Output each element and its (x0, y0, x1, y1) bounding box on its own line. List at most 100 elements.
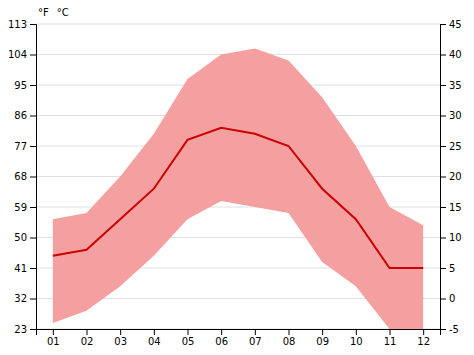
tick-label: 77 (14, 141, 27, 152)
tick-label: 50 (14, 232, 27, 243)
chart: 0102030405060708091011122332415059687786… (0, 0, 474, 355)
tick-label: 23 (14, 324, 27, 335)
tick-label: 0 (449, 293, 455, 304)
tick: 77 (14, 141, 36, 152)
tick: 23 (14, 324, 36, 335)
tick-label: 59 (14, 202, 27, 213)
tick-label: 32 (14, 293, 27, 304)
y2-axis: -5 0 5 10 15 20 25 30 35 40 45 (440, 19, 462, 335)
tick: 104 (8, 49, 36, 60)
axis-line (37, 330, 441, 336)
tick-label: 11 (384, 336, 397, 347)
tick: 07 (249, 329, 262, 347)
tick-mark (440, 268, 446, 269)
tick-mark (30, 238, 36, 239)
tick-mark (30, 85, 36, 86)
tick: 95 (14, 80, 36, 91)
average-line (53, 128, 423, 268)
tick: 09 (316, 329, 329, 347)
tick: 02 (81, 329, 94, 347)
tick-mark (53, 329, 54, 335)
tick-label: 40 (449, 49, 462, 60)
tick: 35 (440, 80, 462, 91)
tick-mark (30, 177, 36, 178)
tick-mark (188, 329, 189, 335)
y-axis: 233241505968778695104113 (8, 19, 37, 335)
tick-mark (30, 268, 36, 269)
tick-label: 12 (417, 336, 430, 347)
tick-mark (30, 299, 36, 300)
tick-mark (356, 329, 357, 335)
tick-mark (30, 24, 36, 25)
tick: 32 (14, 293, 36, 304)
tick-mark (440, 55, 446, 56)
tick-label: 68 (14, 171, 27, 182)
unit-label: °F (38, 7, 49, 18)
tick-label: 113 (8, 19, 27, 30)
tick-mark (30, 329, 36, 330)
tick-mark (221, 329, 222, 335)
tick-mark (440, 24, 446, 25)
range-band (53, 48, 423, 329)
tick: 50 (14, 232, 36, 243)
tick-mark (423, 329, 424, 335)
tick-label: 02 (81, 336, 94, 347)
tick-mark (440, 329, 446, 330)
tick: 113 (8, 19, 36, 30)
tick: 05 (182, 329, 195, 347)
tick-mark (255, 329, 256, 335)
tick-label: 03 (114, 336, 127, 347)
tick-label: 5 (449, 263, 455, 274)
tick-label: 01 (47, 336, 60, 347)
tick-label: 45 (449, 19, 462, 30)
tick-label: 104 (8, 49, 27, 60)
tick-label: 08 (283, 336, 296, 347)
tick-mark (440, 207, 446, 208)
tick-label: -5 (449, 324, 459, 335)
tick-mark (440, 116, 446, 117)
tick-mark (440, 177, 446, 178)
tick: -5 (440, 324, 459, 335)
tick: 01 (47, 329, 60, 347)
marks (53, 48, 423, 329)
tick-label: 35 (449, 80, 462, 91)
tick: 30 (440, 110, 462, 121)
tick-mark (87, 329, 88, 335)
axis-line (30, 25, 37, 330)
tick-label: 15 (449, 202, 462, 213)
tick: 12 (417, 329, 430, 347)
tick-label: 20 (449, 171, 462, 182)
tick-mark (440, 146, 446, 147)
tick: 15 (440, 202, 462, 213)
plot: 0102030405060708091011122332415059687786… (8, 19, 462, 347)
tick: 25 (440, 141, 462, 152)
axis-line (441, 25, 447, 330)
tick-mark (154, 329, 155, 335)
tick-label: 10 (449, 232, 462, 243)
tick-mark (289, 329, 290, 335)
tick: 06 (215, 329, 228, 347)
tick-label: 05 (182, 336, 195, 347)
tick-label: 30 (449, 110, 462, 121)
tick: 04 (148, 329, 161, 347)
tick-mark (30, 55, 36, 56)
tick: 20 (440, 171, 462, 182)
tick-label: 07 (249, 336, 262, 347)
tick: 41 (14, 263, 36, 274)
tick-label: 10 (350, 336, 363, 347)
tick: 08 (283, 329, 296, 347)
tick: 59 (14, 202, 36, 213)
tick: 45 (440, 19, 462, 30)
tick-label: 06 (215, 336, 228, 347)
tick: 5 (440, 263, 455, 274)
tick-mark (390, 329, 391, 335)
tick: 03 (114, 329, 127, 347)
tick-mark (120, 329, 121, 335)
grid (36, 24, 440, 329)
grid-line (36, 24, 440, 25)
tick: 10 (350, 329, 363, 347)
tick-label: 95 (14, 80, 27, 91)
tick-mark (30, 116, 36, 117)
tick-mark (30, 207, 36, 208)
tick: 11 (384, 329, 397, 347)
